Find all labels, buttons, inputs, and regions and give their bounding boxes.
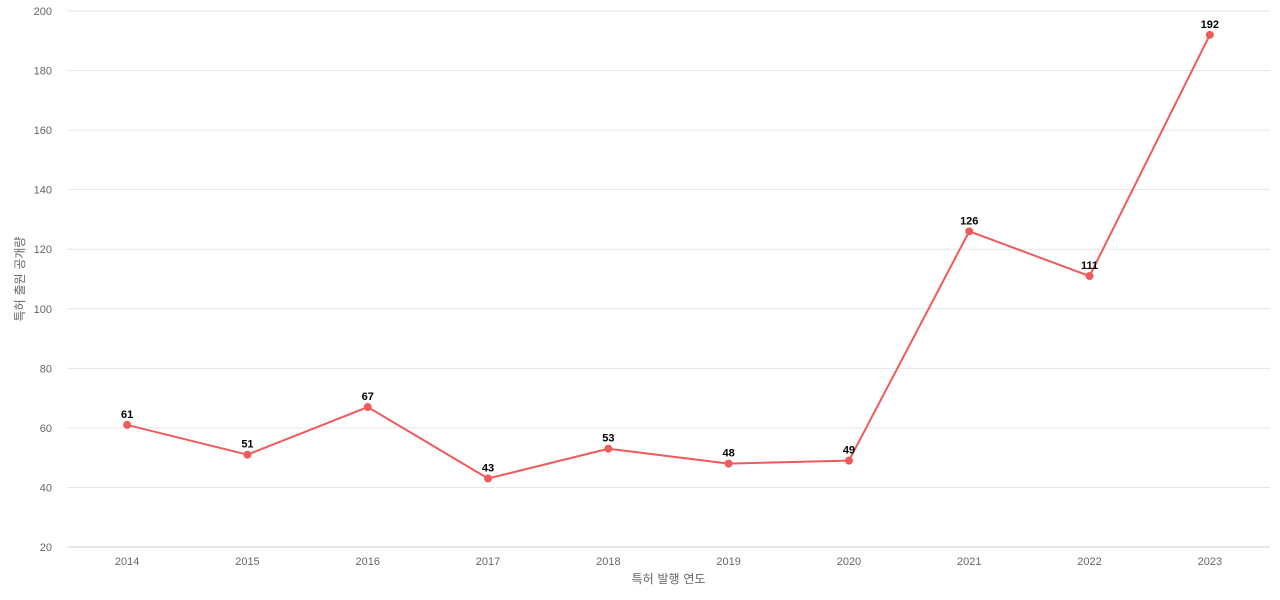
x-tick-label-2016: 2016 <box>356 556 380 568</box>
y-tick-label-60: 60 <box>40 423 52 435</box>
data-label-2023: 192 <box>1201 19 1219 31</box>
x-axis-ticks: 2014 2015 2016 2017 2018 2019 2020 2021 2022 2023 <box>115 556 1222 568</box>
x-tick-label-2014: 2014 <box>115 556 139 568</box>
y-tick-label-160: 160 <box>34 125 52 137</box>
y-axis-ticks: 20 40 60 80 100 120 140 160 180 200 <box>34 6 52 554</box>
data-point-2017[interactable] <box>484 474 493 483</box>
data-label-2019: 48 <box>723 448 735 460</box>
x-tick-label-2015: 2015 <box>235 556 259 568</box>
x-tick-label-2018: 2018 <box>596 556 620 568</box>
data-label-2018: 53 <box>602 433 614 445</box>
x-tick-label-2022: 2022 <box>1077 556 1101 568</box>
data-point-2021[interactable] <box>965 227 974 236</box>
data-label-2016: 67 <box>362 391 374 403</box>
y-tick-label-20: 20 <box>40 542 52 554</box>
y-tick-label-100: 100 <box>34 304 52 316</box>
x-tick-label-2020: 2020 <box>837 556 861 568</box>
y-tick-label-80: 80 <box>40 363 52 375</box>
x-tick-label-2021: 2021 <box>957 556 981 568</box>
gridlines <box>67 10 1270 488</box>
series-line <box>126 34 1211 480</box>
series-layer: 61 51 67 43 53 48 49 126 111 192 <box>121 19 1219 483</box>
data-point-2015[interactable] <box>243 450 252 459</box>
y-tick-label-180: 180 <box>34 66 52 78</box>
data-label-2017: 43 <box>482 463 494 475</box>
data-label-2014: 61 <box>121 409 133 421</box>
y-tick-label-40: 40 <box>40 482 52 494</box>
y-axis-title: 특허 출원 공개량 <box>13 237 27 322</box>
x-axis-title: 특허 발행 연도 <box>632 571 706 586</box>
data-label-2015: 51 <box>241 439 253 451</box>
data-point-2020[interactable] <box>844 456 853 465</box>
data-label-2021: 126 <box>960 215 978 227</box>
x-tick-label-2017: 2017 <box>476 556 500 568</box>
data-point-2014[interactable] <box>123 420 132 429</box>
data-point-2022[interactable] <box>1085 272 1094 281</box>
x-tick-label-2019: 2019 <box>716 556 740 568</box>
data-point-2018[interactable] <box>604 444 613 453</box>
data-point-2019[interactable] <box>724 459 733 468</box>
data-label-2022: 111 <box>1081 260 1098 272</box>
y-tick-label-120: 120 <box>34 244 52 256</box>
y-tick-label-140: 140 <box>34 185 52 197</box>
x-tick-label-2023: 2023 <box>1198 556 1222 568</box>
y-tick-label-200: 200 <box>34 6 52 18</box>
data-label-2020: 49 <box>843 445 855 457</box>
data-point-2023[interactable] <box>1205 30 1214 39</box>
data-point-2016[interactable] <box>363 403 372 412</box>
